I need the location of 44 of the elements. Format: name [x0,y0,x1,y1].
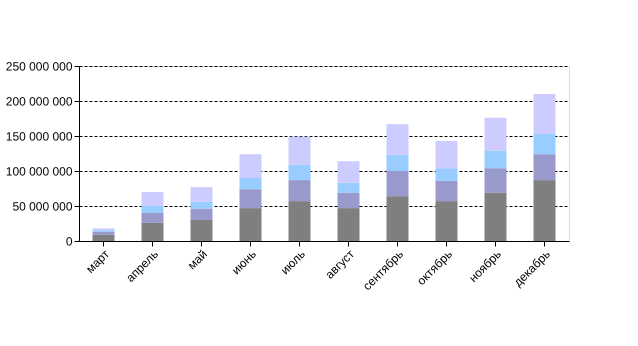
bar [288,201,310,241]
bar [484,150,506,168]
bar [386,124,408,155]
bar [386,196,408,241]
bar [534,154,556,180]
bar [534,180,556,241]
bar [338,182,360,193]
bar [288,180,310,202]
y-tick-label: 100 000 000 [6,164,73,178]
bar [142,192,164,206]
bar [190,202,212,209]
bar [436,140,458,168]
bar [190,220,212,241]
bar [142,213,164,223]
bar [484,168,506,193]
bar [436,201,458,241]
bar [484,192,506,241]
bar [142,222,164,241]
y-tick-label: 250 000 000 [6,60,73,74]
bar [534,94,556,134]
bar [288,164,310,180]
bar [190,208,212,220]
bar [240,178,262,190]
bar [92,234,114,241]
bar [338,208,360,241]
bar [288,136,310,165]
bar [436,180,458,202]
bar [240,208,262,241]
bar [142,206,164,213]
y-tick-label: 200 000 000 [6,94,73,108]
bar [386,154,408,171]
bar [338,161,360,183]
y-tick-label: 0 [66,234,73,248]
bar [436,168,458,181]
y-tick-label: 150 000 000 [6,130,73,144]
bar [386,171,408,196]
bar [190,187,212,202]
bar [534,134,556,154]
bar [338,192,360,208]
bar [240,189,262,208]
x-tick-label: май [184,247,210,272]
y-tick-label: 50 000 000 [12,200,73,214]
bar [240,154,262,178]
bar [484,118,506,151]
